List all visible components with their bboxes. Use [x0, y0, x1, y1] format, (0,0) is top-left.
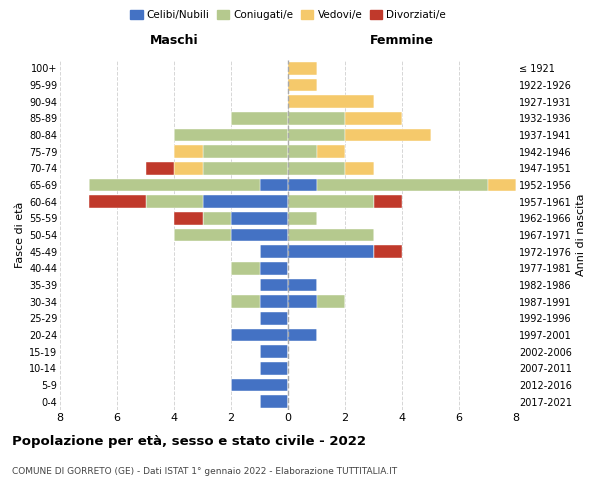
- Bar: [231, 229, 288, 241]
- Bar: [260, 296, 288, 308]
- Bar: [288, 212, 317, 224]
- Bar: [146, 196, 203, 208]
- Y-axis label: Anni di nascita: Anni di nascita: [576, 194, 586, 276]
- Bar: [288, 196, 373, 208]
- Bar: [203, 146, 288, 158]
- Bar: [288, 329, 317, 341]
- Bar: [487, 179, 516, 192]
- Bar: [373, 196, 402, 208]
- Text: COMUNE DI GORRETO (GE) - Dati ISTAT 1° gennaio 2022 - Elaborazione TUTTITALIA.IT: COMUNE DI GORRETO (GE) - Dati ISTAT 1° g…: [12, 468, 397, 476]
- Bar: [231, 379, 288, 391]
- Bar: [288, 79, 317, 92]
- Bar: [231, 112, 288, 124]
- Bar: [231, 329, 288, 341]
- Bar: [174, 129, 288, 141]
- Bar: [174, 146, 203, 158]
- Bar: [260, 396, 288, 408]
- Bar: [345, 129, 431, 141]
- Bar: [174, 162, 203, 174]
- Bar: [231, 262, 260, 274]
- Text: Femmine: Femmine: [370, 34, 434, 46]
- Y-axis label: Fasce di età: Fasce di età: [14, 202, 25, 268]
- Bar: [345, 112, 402, 124]
- Bar: [260, 246, 288, 258]
- Legend: Celibi/Nubili, Coniugati/e, Vedovi/e, Divorziati/e: Celibi/Nubili, Coniugati/e, Vedovi/e, Di…: [128, 8, 448, 22]
- Bar: [288, 146, 317, 158]
- Bar: [288, 296, 317, 308]
- Bar: [89, 196, 146, 208]
- Bar: [288, 279, 317, 291]
- Bar: [345, 162, 373, 174]
- Bar: [260, 346, 288, 358]
- Bar: [260, 179, 288, 192]
- Bar: [288, 129, 345, 141]
- Bar: [288, 229, 373, 241]
- Bar: [288, 246, 373, 258]
- Bar: [317, 179, 487, 192]
- Bar: [260, 362, 288, 374]
- Bar: [288, 179, 317, 192]
- Bar: [373, 246, 402, 258]
- Bar: [288, 96, 373, 108]
- Bar: [288, 112, 345, 124]
- Bar: [288, 162, 345, 174]
- Bar: [89, 179, 260, 192]
- Bar: [260, 279, 288, 291]
- Bar: [203, 196, 288, 208]
- Bar: [174, 229, 231, 241]
- Bar: [231, 296, 260, 308]
- Bar: [231, 212, 288, 224]
- Bar: [174, 212, 203, 224]
- Bar: [317, 296, 345, 308]
- Bar: [203, 162, 288, 174]
- Text: Popolazione per età, sesso e stato civile - 2022: Popolazione per età, sesso e stato civil…: [12, 435, 366, 448]
- Text: Maschi: Maschi: [149, 34, 199, 46]
- Bar: [203, 212, 231, 224]
- Bar: [146, 162, 174, 174]
- Bar: [260, 262, 288, 274]
- Bar: [288, 62, 317, 74]
- Bar: [260, 312, 288, 324]
- Bar: [317, 146, 345, 158]
